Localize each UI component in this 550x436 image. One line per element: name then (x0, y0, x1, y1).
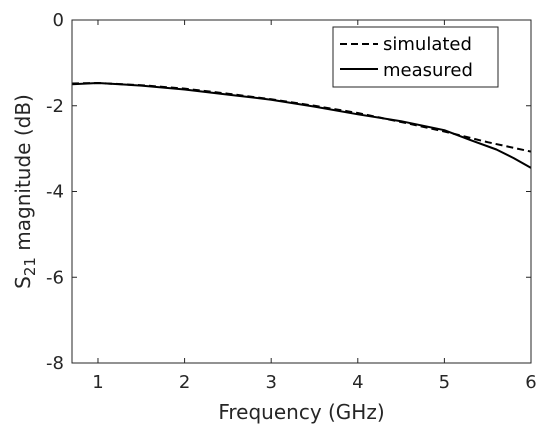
legend-label-measured: measured (383, 60, 473, 81)
y-tick-label: -4 (46, 182, 64, 203)
x-tick-label: 6 (525, 372, 536, 393)
series-layer (71, 82, 532, 169)
x-tick-label: 2 (179, 372, 190, 393)
x-tick-label: 1 (92, 372, 103, 393)
x-tick-label: 4 (352, 372, 363, 393)
legend: simulated measured (332, 26, 499, 88)
y-tick-label: -8 (46, 353, 64, 374)
series-line-measured (71, 82, 532, 169)
legend-label-simulated: simulated (383, 34, 472, 55)
y-tick-label: -2 (46, 96, 64, 117)
x-tick-label: 3 (265, 372, 276, 393)
axis-layer: 1 2 3 4 5 6 0 -2 -4 -6 -8 (46, 10, 537, 393)
y-tick-label: 0 (53, 10, 64, 31)
y-axis-label: S21 magnitude (dB) (11, 94, 39, 289)
y-axis-label-subscript: 21 (21, 257, 39, 276)
legend-box (332, 26, 499, 88)
x-axis-label: Frequency (GHz) (218, 400, 384, 424)
y-axis-label-rest: magnitude (dB) (11, 94, 35, 257)
y-axis-label-main: S (11, 276, 35, 289)
x-tick-label: 5 (439, 372, 450, 393)
y-tick-label: -6 (46, 267, 64, 288)
